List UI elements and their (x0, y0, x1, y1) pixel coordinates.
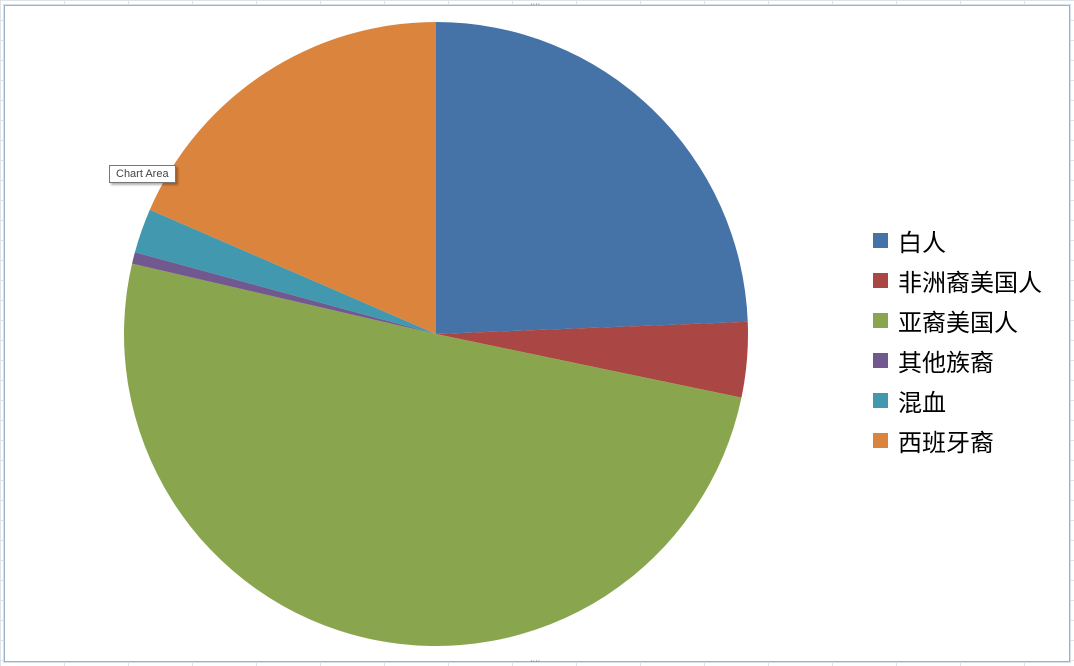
legend-item[interactable]: 亚裔美国人 (873, 300, 1042, 340)
legend-swatch (873, 232, 888, 248)
legend-label: 西班牙裔 (898, 428, 994, 457)
resize-handle-bottom[interactable]: ···· (530, 657, 541, 666)
pie-slice-4[interactable] (134, 209, 436, 334)
legend-swatch (873, 272, 888, 288)
pie-slice-2[interactable] (123, 263, 742, 647)
pie-slice-3[interactable] (132, 252, 437, 334)
legend-item[interactable]: 混血 (873, 380, 1042, 420)
pie-slice-1[interactable] (436, 321, 748, 398)
legend-swatch (873, 352, 888, 368)
legend-item[interactable]: 西班牙裔 (873, 420, 1042, 460)
legend-label: 其他族裔 (898, 348, 994, 377)
pie-slice-5[interactable] (149, 22, 437, 334)
legend-swatch (873, 392, 888, 408)
legend-item[interactable]: 其他族裔 (873, 340, 1042, 380)
legend-swatch (873, 432, 888, 448)
legend-label: 混血 (898, 388, 946, 417)
legend-label: 亚裔美国人 (898, 308, 1018, 337)
legend-item[interactable]: 白人 (873, 220, 1042, 260)
legend-label: 非洲裔美国人 (898, 268, 1042, 297)
pie-slice-0[interactable] (436, 22, 748, 334)
chart-area-tooltip: Chart Area (109, 165, 176, 183)
legend-swatch (873, 312, 888, 328)
legend-label: 白人 (898, 228, 946, 257)
resize-handle-top[interactable]: ···· (530, 0, 541, 9)
legend[interactable]: 白人非洲裔美国人 亚裔美国人其他族裔混血西班牙裔 (873, 220, 1042, 460)
legend-item[interactable]: 非洲裔美国人 (873, 260, 1042, 300)
